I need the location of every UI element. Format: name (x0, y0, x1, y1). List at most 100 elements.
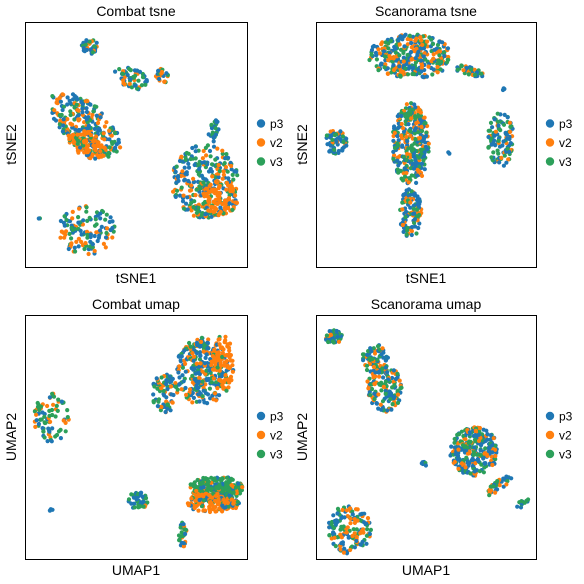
point-p3 (79, 100, 83, 104)
point-v3 (189, 157, 193, 161)
point-p3 (412, 211, 416, 215)
point-v2 (431, 57, 435, 61)
point-p3 (182, 379, 186, 383)
point-p3 (397, 64, 401, 68)
point-v2 (183, 362, 187, 366)
point-p3 (488, 446, 492, 450)
point-p3 (432, 48, 436, 52)
point-v3 (406, 72, 410, 76)
point-p3 (415, 173, 419, 177)
point-p3 (141, 500, 145, 504)
point-v2 (372, 382, 376, 386)
point-p3 (400, 37, 404, 41)
legend-marker-v2 (546, 431, 554, 439)
point-v3 (68, 109, 72, 113)
point-v3 (342, 524, 346, 528)
point-v2 (218, 378, 222, 382)
point-v3 (341, 134, 345, 138)
point-v2 (231, 370, 235, 374)
point-v2 (229, 164, 233, 168)
point-v2 (79, 240, 83, 244)
point-v2 (499, 156, 503, 160)
point-p3 (391, 139, 395, 143)
point-p3 (60, 400, 64, 404)
point-v3 (405, 228, 409, 232)
point-p3 (109, 215, 113, 219)
point-p3 (104, 235, 108, 239)
point-v2 (420, 174, 424, 178)
point-p3 (413, 128, 417, 132)
point-v3 (400, 201, 404, 205)
point-p3 (490, 450, 494, 454)
point-v2 (360, 529, 364, 533)
point-v3 (115, 149, 119, 153)
point-p3 (328, 149, 332, 153)
point-v3 (129, 492, 133, 496)
point-v3 (220, 487, 224, 491)
point-v2 (220, 383, 224, 387)
point-p3 (134, 497, 138, 501)
point-p3 (98, 228, 102, 232)
point-p3 (421, 75, 425, 79)
point-v3 (388, 397, 392, 401)
legend-label-v2: v2 (559, 428, 572, 442)
point-v2 (199, 361, 203, 365)
point-p3 (344, 144, 348, 148)
point-v3 (92, 44, 96, 48)
point-p3 (391, 150, 395, 154)
point-v3 (181, 366, 185, 370)
point-v3 (452, 441, 456, 445)
point-v3 (367, 58, 371, 62)
point-p3 (151, 392, 155, 396)
point-v3 (389, 39, 393, 43)
point-v2 (194, 489, 198, 493)
point-v2 (224, 188, 228, 192)
point-v2 (229, 184, 233, 188)
point-p3 (182, 541, 186, 545)
point-v3 (66, 415, 70, 419)
point-p3 (76, 129, 80, 133)
point-v2 (420, 66, 424, 70)
point-v3 (486, 146, 490, 150)
point-v3 (472, 453, 476, 457)
point-v3 (377, 382, 381, 386)
point-p3 (414, 56, 418, 60)
point-p3 (394, 377, 398, 381)
point-v2 (217, 337, 221, 341)
point-v2 (94, 148, 98, 152)
point-v3 (201, 394, 205, 398)
point-v2 (70, 216, 74, 220)
point-v2 (478, 426, 482, 430)
point-v2 (213, 509, 217, 513)
point-v2 (419, 125, 423, 129)
point-v2 (386, 72, 390, 76)
point-p3 (187, 166, 191, 170)
point-p3 (84, 106, 88, 110)
point-v3 (330, 138, 334, 142)
point-v3 (209, 154, 213, 158)
point-v3 (365, 364, 369, 368)
point-p3 (501, 88, 505, 92)
point-v3 (220, 476, 224, 480)
point-v2 (456, 448, 460, 452)
point-v2 (227, 354, 231, 358)
point-p3 (442, 54, 446, 58)
point-v2 (77, 207, 81, 211)
point-p3 (374, 51, 378, 55)
point-v3 (483, 446, 487, 450)
point-p3 (169, 392, 173, 396)
point-v2 (159, 386, 163, 390)
point-v2 (204, 153, 208, 157)
legend-label-v3: v3 (559, 447, 572, 461)
point-v3 (144, 496, 148, 500)
point-v3 (369, 53, 373, 57)
point-p3 (99, 115, 103, 119)
point-p3 (340, 148, 344, 152)
point-v3 (94, 105, 98, 109)
point-p3 (399, 114, 403, 118)
point-v3 (401, 178, 405, 182)
panel-title: Scanorama tsne (375, 3, 477, 19)
point-p3 (157, 77, 161, 81)
point-p3 (395, 159, 399, 163)
point-v2 (342, 551, 346, 555)
